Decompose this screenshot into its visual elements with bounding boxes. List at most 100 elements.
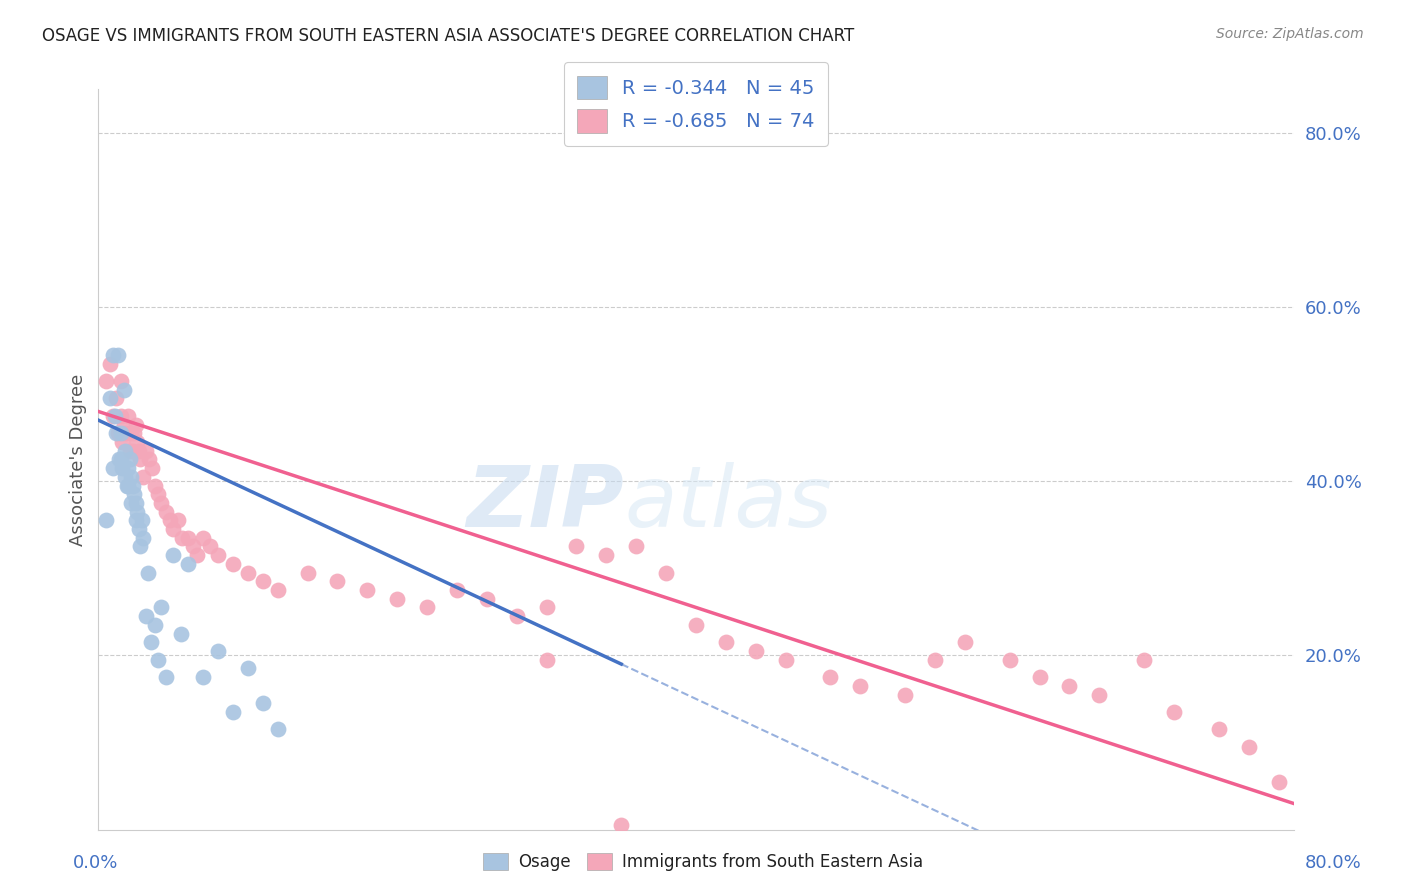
Point (110, 374, 132, 388)
Point (150, 496, 173, 510)
Point (181, 540, 204, 554)
Point (849, 679, 872, 693)
Point (745, 644, 768, 658)
Point (416, 600, 439, 615)
Point (135, 443, 157, 458)
Point (297, 566, 319, 580)
Point (155, 505, 177, 519)
Point (114, 426, 136, 441)
Point (820, 670, 842, 684)
Point (139, 635, 162, 649)
Point (186, 548, 208, 562)
Point (775, 653, 797, 667)
Point (98, 357, 122, 371)
Point (536, 600, 558, 615)
Point (128, 443, 150, 458)
Point (94, 513, 117, 527)
Point (98, 392, 122, 406)
Point (103, 348, 125, 362)
Legend: R = -0.344   N = 45, R = -0.685   N = 74: R = -0.344 N = 45, R = -0.685 N = 74 (564, 62, 828, 146)
Point (129, 540, 152, 554)
Point (326, 574, 349, 589)
Point (118, 443, 141, 458)
Point (222, 705, 245, 719)
Point (177, 531, 200, 545)
Point (103, 461, 125, 475)
Point (595, 548, 617, 562)
Point (114, 470, 136, 484)
Text: atlas: atlas (624, 462, 832, 545)
Point (924, 653, 946, 667)
Point (655, 566, 678, 580)
Point (626, 540, 648, 554)
Point (105, 392, 128, 406)
Point (120, 426, 142, 441)
Point (120, 470, 142, 484)
Point (105, 426, 128, 441)
Point (162, 522, 184, 536)
Point (685, 618, 707, 632)
Point (117, 461, 139, 475)
Point (125, 496, 148, 510)
Point (112, 383, 135, 397)
Point (267, 723, 290, 737)
Point (172, 531, 194, 545)
Point (536, 653, 558, 667)
Point (1237, 739, 1260, 754)
Point (236, 566, 259, 580)
Point (120, 496, 142, 510)
Point (191, 670, 214, 684)
Point (1059, 679, 1081, 693)
Point (125, 513, 148, 527)
Point (222, 557, 245, 571)
Point (150, 600, 173, 615)
Point (894, 688, 917, 702)
Point (131, 513, 153, 527)
Point (200, 540, 222, 554)
Point (132, 531, 155, 545)
Text: ZIP: ZIP (467, 462, 624, 545)
Point (104, 409, 127, 423)
Point (110, 409, 132, 423)
Point (191, 531, 214, 545)
Point (252, 574, 274, 589)
Point (125, 417, 148, 432)
Point (108, 452, 131, 467)
Point (1133, 653, 1156, 667)
Point (610, 818, 633, 832)
Point (148, 653, 170, 667)
Point (127, 434, 149, 449)
Point (129, 452, 152, 467)
Point (117, 409, 139, 423)
Point (714, 635, 737, 649)
Point (159, 513, 181, 527)
Point (475, 591, 498, 606)
Point (103, 409, 125, 423)
Text: Source: ZipAtlas.com: Source: ZipAtlas.com (1216, 27, 1364, 41)
Point (953, 635, 976, 649)
Point (1163, 705, 1185, 719)
Point (207, 644, 229, 658)
Point (110, 426, 132, 441)
Point (138, 452, 160, 467)
Point (565, 540, 588, 554)
Point (111, 434, 134, 449)
Point (107, 348, 129, 362)
Point (110, 452, 132, 467)
Point (124, 487, 146, 501)
Point (385, 591, 409, 606)
Point (118, 452, 141, 467)
Point (252, 696, 274, 710)
Point (121, 443, 143, 458)
Point (143, 618, 166, 632)
Point (1088, 688, 1111, 702)
Point (446, 582, 468, 597)
Point (127, 505, 149, 519)
Point (998, 653, 1021, 667)
Point (136, 566, 159, 580)
Point (506, 609, 529, 624)
Point (117, 478, 139, 492)
Point (1208, 723, 1230, 737)
Point (132, 470, 155, 484)
Point (115, 478, 138, 492)
